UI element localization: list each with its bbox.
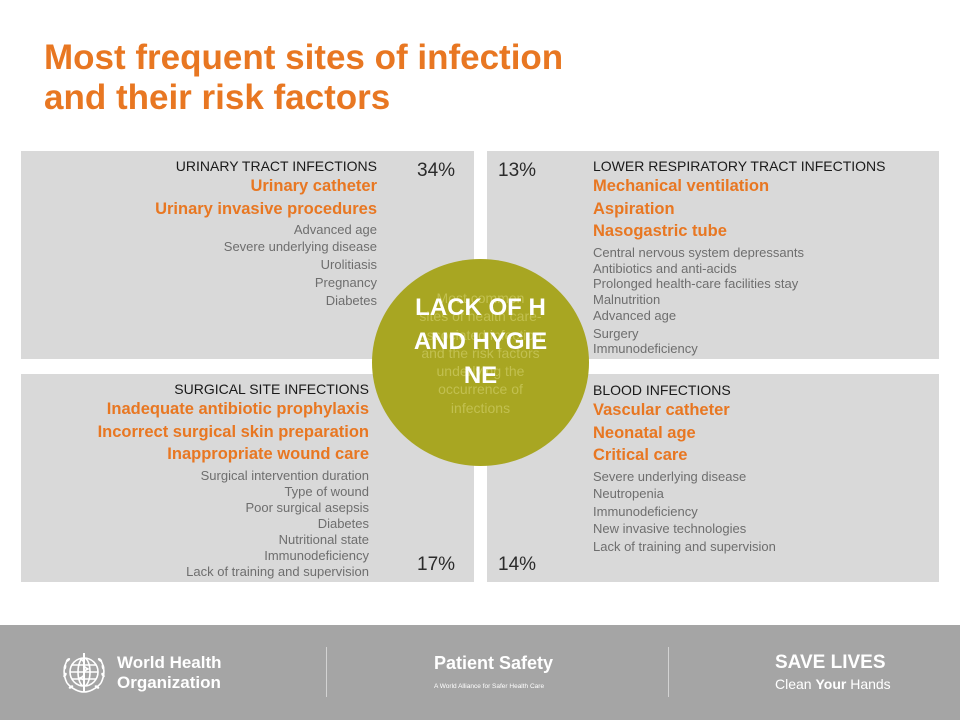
title-line-1: Most frequent sites of infection (44, 38, 564, 77)
surgical-minor-4: Diabetes (317, 516, 369, 531)
respiratory-heading: LOWER RESPIRATORY TRACT INFECTIONS (593, 158, 886, 174)
blood-major-1: Vascular catheter (593, 401, 730, 419)
urinary-major-2: Urinary invasive procedures (155, 200, 377, 218)
urinary-major-1: Urinary catheter (250, 177, 377, 195)
surgical-major-1: Inadequate antibiotic prophylaxis (106, 400, 369, 418)
blood-heading: BLOOD INFECTIONS (593, 382, 731, 398)
who-line-2: Organization (117, 673, 221, 692)
blood-minor-1: Severe underlying disease (593, 469, 747, 484)
blood-major-2: Neonatal age (593, 424, 696, 442)
urinary-minor-2: Severe underlying disease (223, 239, 377, 254)
respiratory-major-3: Nasogastric tube (593, 222, 727, 240)
footer-divider-1 (326, 647, 327, 697)
ghost-line: and the risk factors (421, 344, 540, 361)
footer-divider-2 (668, 647, 669, 697)
patient-safety-title: Patient Safety (434, 653, 554, 673)
respiratory-major-1: Mechanical ventilation (593, 177, 770, 195)
footer-bar: World Health Organization Patient Safety… (0, 625, 960, 720)
blood-minor-5: Lack of training and supervision (593, 539, 776, 554)
who-line-1: World Health (117, 653, 222, 672)
title-line-2: and their risk factors (44, 78, 391, 117)
surgical-minor-3: Poor surgical asepsis (245, 500, 369, 515)
respiratory-minor-3: Prolonged health-care facilities stay (593, 276, 799, 291)
surgical-major-3: Inappropriate wound care (167, 445, 369, 463)
surgical-minor-6: Immunodeficiency (264, 548, 369, 563)
respiratory-percent: 13% (498, 160, 537, 181)
urinary-minor-3: Urolitiasis (320, 257, 377, 272)
surgical-minor-5: Nutritional state (278, 532, 369, 547)
blood-minor-2: Neutropenia (593, 486, 664, 501)
blood-minor-4: New invasive technologies (593, 521, 747, 536)
blood-minor-3: Immunodeficiency (593, 504, 698, 519)
slide-title: Most frequent sites of infection and the… (44, 38, 844, 118)
ghost-line: underlying the (436, 363, 525, 380)
urinary-minor-4: Pregnancy (314, 275, 377, 290)
slogan-part-2: Your (815, 676, 847, 692)
who-emblem-icon (63, 653, 105, 693)
clean-hands-slogan: Clean Your Hands (775, 676, 891, 692)
surgical-minor-2: Type of wound (284, 484, 369, 499)
respiratory-major-2: Aspiration (593, 200, 675, 218)
ghost-line: occurrence of (438, 381, 523, 398)
respiratory-minor-5: Advanced age (593, 308, 677, 323)
respiratory-minor-4: Malnutrition (593, 292, 661, 307)
circle-ghost-text: Most common sites of health care- associ… (372, 289, 589, 417)
blood-major-3: Critical care (593, 446, 688, 464)
center-main-text: LACK OF HAND HYGIENE (413, 294, 548, 389)
surgical-major-2: Incorrect surgical skin preparation (97, 423, 369, 441)
urinary-minor-5: Diabetes (325, 293, 377, 308)
surgical-minor-1: Surgical intervention duration (200, 468, 369, 483)
ghost-line: Most common (436, 290, 525, 306)
blood-percent: 14% (498, 554, 537, 575)
respiratory-minor-6: Surgery (593, 326, 639, 341)
respiratory-minor-1: Central nervous system depressants (593, 245, 804, 260)
urinary-heading: URINARY TRACT INFECTIONS (175, 158, 377, 174)
slogan-part-3: Hands (846, 676, 891, 692)
ghost-line: associated infection (419, 326, 542, 343)
surgical-percent: 17% (417, 554, 456, 575)
patient-safety-subtitle: A World Alliance for Safer Health Care (434, 683, 545, 690)
urinary-minor-1: Advanced age (293, 222, 377, 237)
respiratory-minor-7: Immunodeficiency (593, 341, 698, 356)
save-lives-title: SAVE LIVES (775, 652, 886, 673)
urinary-percent: 34% (417, 160, 456, 181)
who-wordmark: World Health Organization (117, 653, 222, 693)
center-circle: Most common sites of health care- associ… (372, 259, 589, 466)
surgical-heading: SURGICAL SITE INFECTIONS (174, 381, 369, 397)
surgical-minor-7: Lack of training and supervision (186, 564, 369, 579)
respiratory-minor-2: Antibiotics and anti-acids (593, 261, 737, 276)
slogan-part-1: Clean (775, 676, 816, 692)
ghost-line: sites of health care- (419, 308, 542, 325)
ghost-line: infections (450, 399, 511, 416)
